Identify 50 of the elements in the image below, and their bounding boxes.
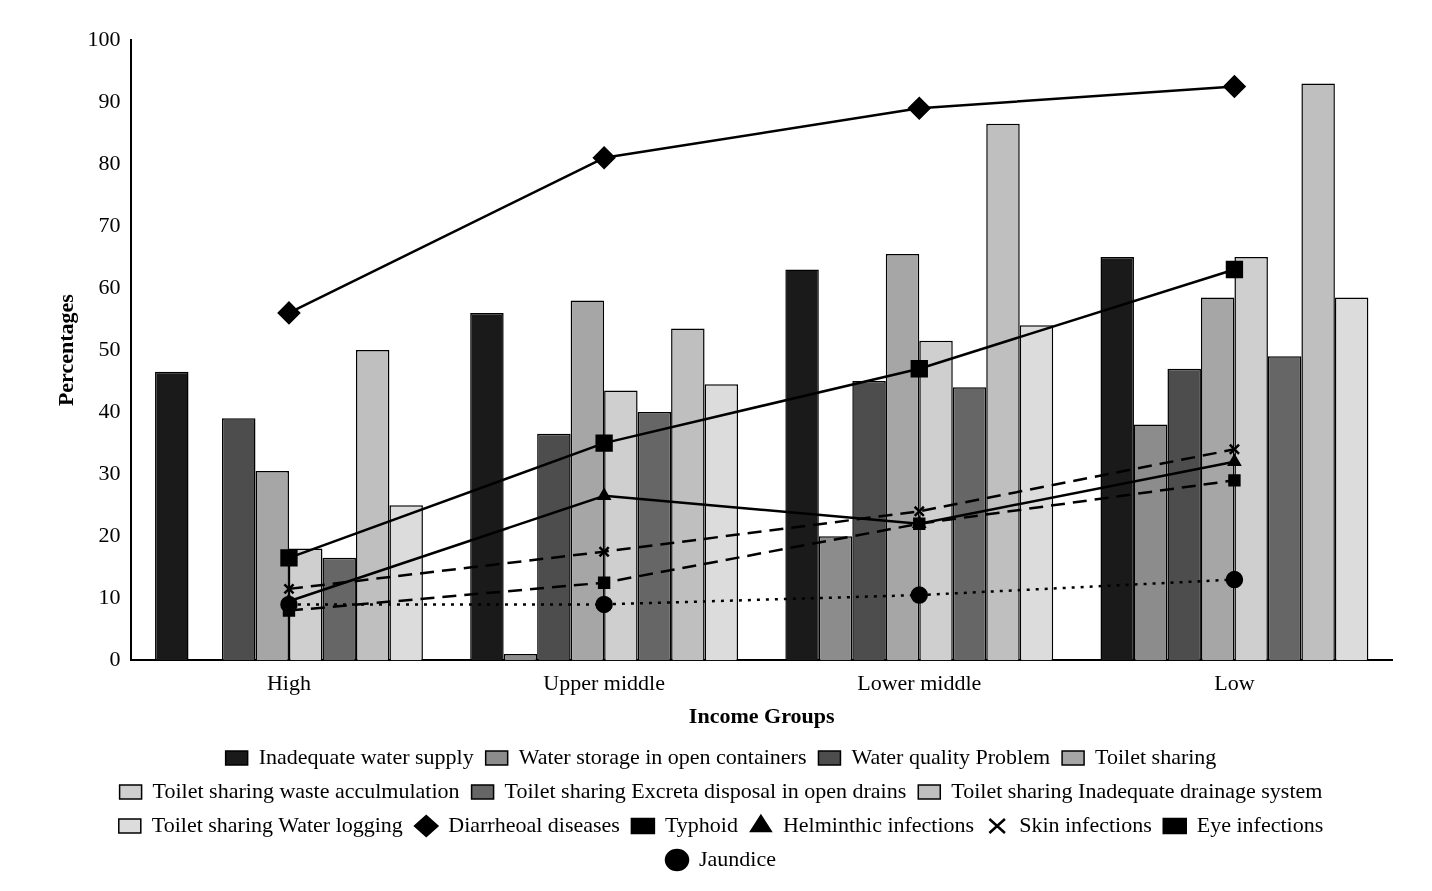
y-tick-label: 30: [98, 459, 121, 485]
point: [1225, 570, 1244, 589]
point: [1228, 443, 1241, 456]
y-tick-label: 40: [98, 397, 121, 423]
y-tick-label: 60: [98, 273, 121, 299]
legend-label: Toilet sharing Water logging: [151, 811, 403, 837]
legend-label: Toilet sharing waste acculmulation: [152, 777, 460, 803]
point: [597, 576, 611, 589]
y-tick-label: 80: [98, 149, 121, 175]
point: [592, 146, 616, 170]
y-tick-label: 20: [98, 521, 121, 547]
x-axis-title: Income Groups: [688, 703, 835, 729]
x-tick-label: Low: [1214, 670, 1255, 696]
point: [277, 301, 301, 325]
y-tick-label: 10: [98, 583, 121, 609]
legend-label: Skin infections: [1019, 811, 1152, 837]
legend-label: Typhoid: [664, 811, 738, 837]
point: [908, 96, 931, 120]
legend-label: Eye infections: [1196, 811, 1324, 837]
y-tick-label: 0: [109, 645, 121, 671]
x-tick-label: High: [266, 670, 311, 696]
legend-label: Toilet sharing Inadequate drainage system: [951, 777, 1323, 803]
point: [598, 545, 610, 558]
legend-label: Water storage in open containers: [518, 743, 807, 769]
y-tick-label: 50: [98, 335, 121, 361]
legend-label: Inadequate water supply: [258, 743, 474, 769]
y-axis-title: Percentages: [52, 293, 78, 407]
x-tick-label: Upper middle: [543, 670, 665, 696]
point: [1223, 75, 1246, 98]
point: [1228, 474, 1241, 487]
legend-label: Water quality Problem: [851, 743, 1051, 769]
point: [595, 434, 613, 452]
legend-label: Toilet sharing: [1095, 743, 1217, 769]
point: [1227, 454, 1241, 466]
legend-label: Toilet sharing Excreta disposal in open drains: [504, 777, 907, 803]
legend-label: Helminthic infections: [782, 811, 975, 837]
legend-label: Jaundice: [699, 845, 776, 871]
point: [910, 586, 929, 604]
point: [913, 505, 926, 518]
point: [597, 488, 611, 501]
y-tick-label: 100: [87, 25, 121, 51]
y-tick-label: 90: [98, 87, 121, 113]
point: [283, 583, 295, 595]
legend-label: Diarrheoal diseases: [448, 811, 620, 837]
y-tick-label: 70: [98, 211, 121, 237]
point: [1225, 260, 1244, 279]
point: [280, 549, 298, 567]
x-tick-label: Lower middle: [857, 670, 982, 696]
point: [910, 360, 928, 378]
point: [595, 595, 613, 614]
